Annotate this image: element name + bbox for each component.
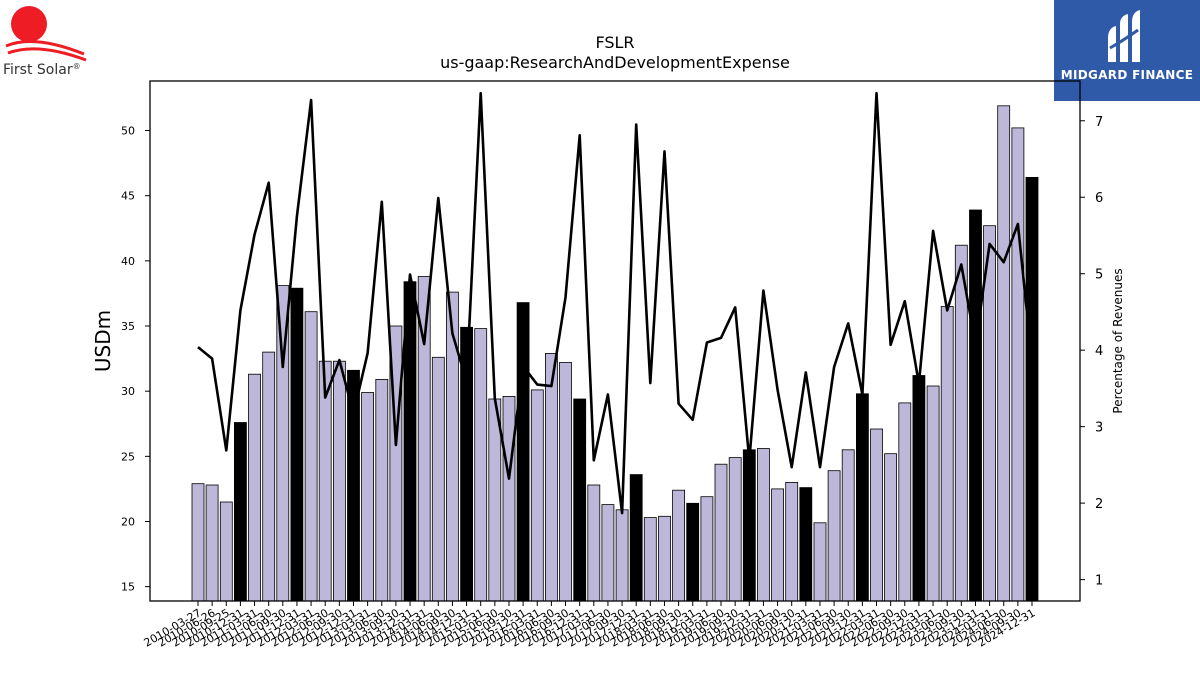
bar	[1025, 176, 1039, 602]
bar	[445, 291, 459, 602]
bar	[672, 489, 685, 602]
bar	[233, 422, 247, 602]
bar	[629, 474, 643, 602]
bar	[997, 105, 1011, 602]
bar	[375, 378, 389, 602]
sun-swoosh-icon	[5, 6, 87, 62]
bar	[700, 496, 714, 602]
midgard-finance-wordmark: MIDGARD FINANCE	[1060, 68, 1194, 82]
bar	[332, 360, 346, 602]
y2-tick-label: 4	[1095, 344, 1103, 359]
bar	[757, 448, 770, 602]
bar	[771, 488, 784, 602]
bar	[615, 509, 629, 602]
bar	[205, 484, 219, 602]
bar	[545, 352, 558, 602]
y2-tick-label: 5	[1095, 268, 1103, 283]
bar	[643, 517, 657, 602]
bar	[827, 470, 841, 602]
bar	[290, 287, 304, 602]
bar	[954, 244, 968, 602]
y2-axis-label: Percentage of Revenues	[1111, 268, 1125, 413]
bar	[248, 373, 261, 602]
bar	[742, 449, 756, 602]
midgard-finance-logo: MIDGARD FINANCE	[1054, 0, 1200, 101]
y-axis-label: USDm	[91, 310, 115, 372]
bar	[573, 398, 587, 602]
line-series	[197, 91, 1034, 515]
y2-tick-label: 1	[1095, 574, 1103, 589]
bar	[304, 311, 318, 602]
bar	[969, 209, 982, 602]
y2-tick-label: 7	[1095, 115, 1103, 130]
bar	[474, 328, 488, 602]
bar	[658, 515, 671, 602]
bar	[884, 453, 897, 602]
bar	[799, 487, 813, 602]
first-solar-wordmark: First Solar®	[3, 62, 81, 78]
y-tick-label: 50	[121, 125, 135, 138]
y-axis-right: 1 2 3 4 5 6 7	[1080, 115, 1103, 589]
percentage-line	[197, 91, 1034, 515]
bar	[728, 457, 742, 602]
bar	[912, 375, 926, 602]
bar	[361, 392, 375, 602]
first-solar-logo	[4, 4, 100, 84]
y2-tick-label: 3	[1095, 421, 1103, 436]
chart-title: FSLR	[595, 33, 635, 52]
bar	[347, 369, 360, 602]
bar	[898, 402, 912, 602]
bar	[191, 483, 205, 602]
bar	[601, 504, 615, 602]
y-tick-label: 45	[121, 190, 135, 203]
bar	[431, 356, 445, 602]
x-axis: 2010-03-272010-06-262010-09-252010-12-31…	[142, 601, 1038, 650]
y-tick-label: 15	[121, 581, 135, 594]
bar	[813, 522, 827, 602]
bar	[559, 362, 572, 602]
y-tick-label: 25	[121, 450, 135, 463]
bar	[940, 306, 954, 602]
chart-subtitle: us-gaap:ResearchAndDevelopmentExpense	[440, 53, 790, 72]
bar	[856, 393, 869, 602]
bar	[516, 302, 530, 602]
y-axis-left: 15 20 25 30 35 40 45 50	[121, 125, 150, 594]
midgard-m-icon	[1108, 10, 1140, 62]
y2-tick-label: 2	[1095, 497, 1103, 512]
bar	[530, 389, 544, 602]
bar	[870, 428, 883, 602]
bar	[262, 351, 276, 602]
y-tick-label: 35	[121, 320, 135, 333]
y-tick-label: 30	[121, 385, 135, 398]
bar	[926, 385, 940, 602]
bar	[686, 502, 700, 602]
bar	[1011, 127, 1025, 602]
bar-series	[191, 105, 1039, 602]
bar	[841, 449, 855, 602]
bar	[219, 501, 233, 602]
y2-tick-label: 6	[1095, 191, 1103, 206]
bar	[502, 395, 516, 602]
y-tick-label: 20	[121, 516, 135, 529]
bar	[714, 463, 728, 602]
bar	[785, 481, 799, 602]
plot-frame	[149, 80, 1081, 602]
y-tick-label: 40	[121, 255, 135, 268]
bar	[587, 484, 601, 602]
